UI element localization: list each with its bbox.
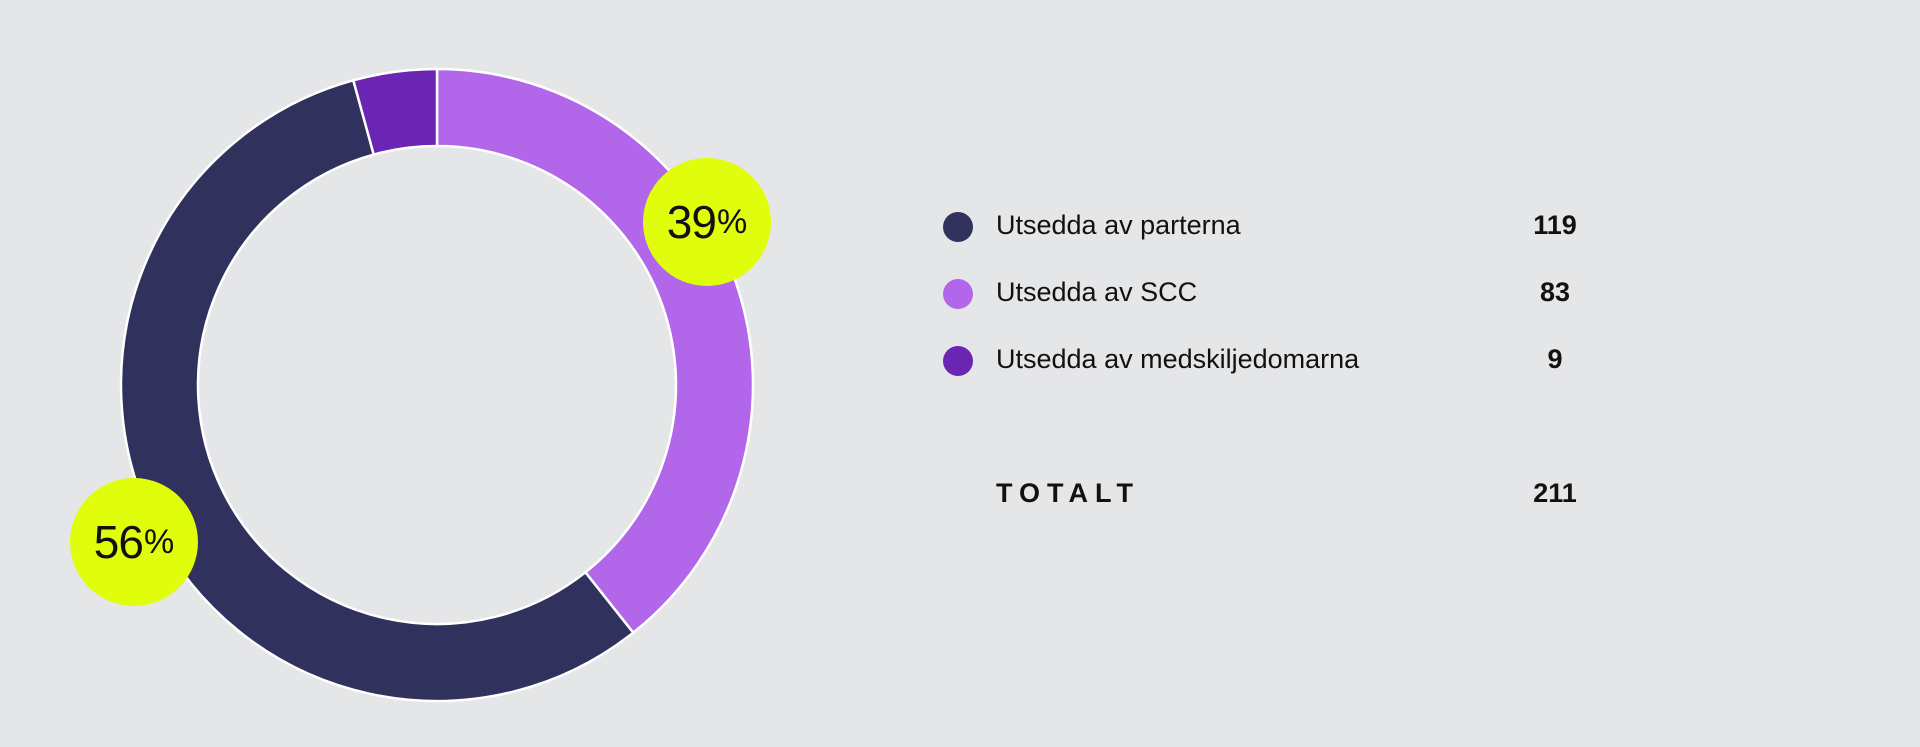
legend-swatch-scc bbox=[943, 279, 973, 309]
legend-label: Utsedda av parterna bbox=[996, 210, 1241, 240]
legend-label: Utsedda av SCC bbox=[996, 277, 1198, 307]
total-value: 211 bbox=[1533, 478, 1577, 508]
donut-chart bbox=[119, 67, 755, 703]
percent-sign: % bbox=[716, 202, 748, 241]
legend-item: Utsedda av parterna 119 bbox=[940, 200, 1590, 267]
percent-badge-parterna: 56% bbox=[70, 478, 198, 606]
percent-value: 39 bbox=[666, 196, 717, 248]
legend-value: 83 bbox=[1539, 277, 1571, 307]
legend-swatch-medskiljedomarna bbox=[943, 346, 973, 376]
legend-value: 119 bbox=[1533, 210, 1577, 240]
legend-label: Utsedda av medskiljedomarna bbox=[996, 344, 1360, 374]
percent-value: 56 bbox=[93, 516, 144, 568]
legend: Utsedda av parterna 119 Utsedda av SCC 8… bbox=[940, 200, 1590, 535]
donut-slice-medskiljedomarna bbox=[351, 67, 439, 157]
legend-item: Utsedda av medskiljedomarna 9 bbox=[940, 334, 1590, 401]
donut-slice-scc bbox=[435, 67, 755, 635]
legend-item: Utsedda av SCC 83 bbox=[940, 267, 1590, 334]
total-label: TOTALT bbox=[996, 478, 1140, 508]
legend-value: 9 bbox=[1547, 344, 1563, 374]
percent-sign: % bbox=[143, 522, 175, 561]
legend-swatch-parterna bbox=[943, 212, 973, 242]
total-row: TOTALT 211 bbox=[940, 468, 1590, 535]
donut-slice-parterna bbox=[119, 78, 635, 703]
percent-badge-scc: 39% bbox=[643, 158, 771, 286]
